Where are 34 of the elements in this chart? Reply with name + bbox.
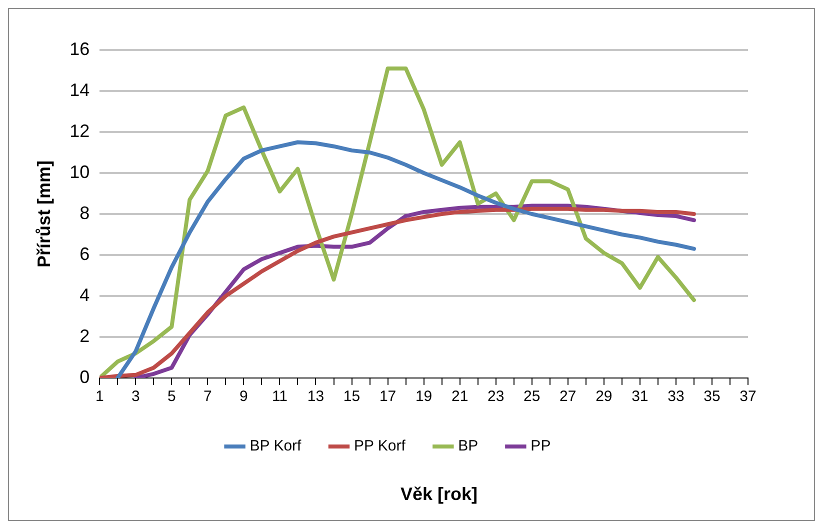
y-axis-title: Přírůst [mm]	[34, 160, 54, 268]
y-tick-label: 8	[80, 202, 90, 223]
x-tick-label: 35	[704, 388, 720, 406]
x-tick-label: 17	[379, 388, 396, 406]
legend-label: BP Korf	[250, 438, 302, 455]
y-tick-label: 10	[70, 162, 90, 182]
x-tick-label: 3	[131, 388, 140, 406]
y-tick-label: 4	[80, 284, 90, 305]
x-tick-label: 29	[596, 388, 612, 406]
x-tick-label: 5	[167, 388, 176, 406]
x-axis-title: Věk [rok]	[400, 484, 478, 504]
y-tick-label: 0	[80, 366, 90, 387]
x-tick-label: 7	[204, 388, 212, 406]
x-tick-label: 31	[632, 388, 648, 406]
x-tick-label: 15	[343, 388, 360, 406]
y-tick-label: 12	[70, 120, 90, 141]
legend-label: BP	[458, 438, 478, 455]
x-tick-label: 37	[740, 388, 756, 406]
legend-label: PP	[530, 438, 551, 455]
x-tick-label: 1	[95, 388, 104, 406]
x-tick-label: 13	[307, 388, 324, 406]
y-tick-label: 16	[70, 38, 90, 59]
x-tick-label: 25	[524, 388, 540, 406]
x-tick-label: 33	[668, 388, 684, 406]
x-tick-label: 11	[272, 388, 288, 406]
x-tick-label: 9	[240, 388, 248, 406]
x-tick-label: 19	[415, 388, 432, 406]
x-tick-label: 27	[560, 388, 576, 406]
y-tick-label: 6	[80, 244, 90, 264]
y-tick-label: 14	[70, 80, 90, 100]
x-tick-label: 23	[488, 388, 504, 406]
legend-label: PP Korf	[354, 438, 406, 455]
x-tick-label: 21	[451, 388, 468, 406]
y-tick-label: 2	[80, 326, 90, 346]
